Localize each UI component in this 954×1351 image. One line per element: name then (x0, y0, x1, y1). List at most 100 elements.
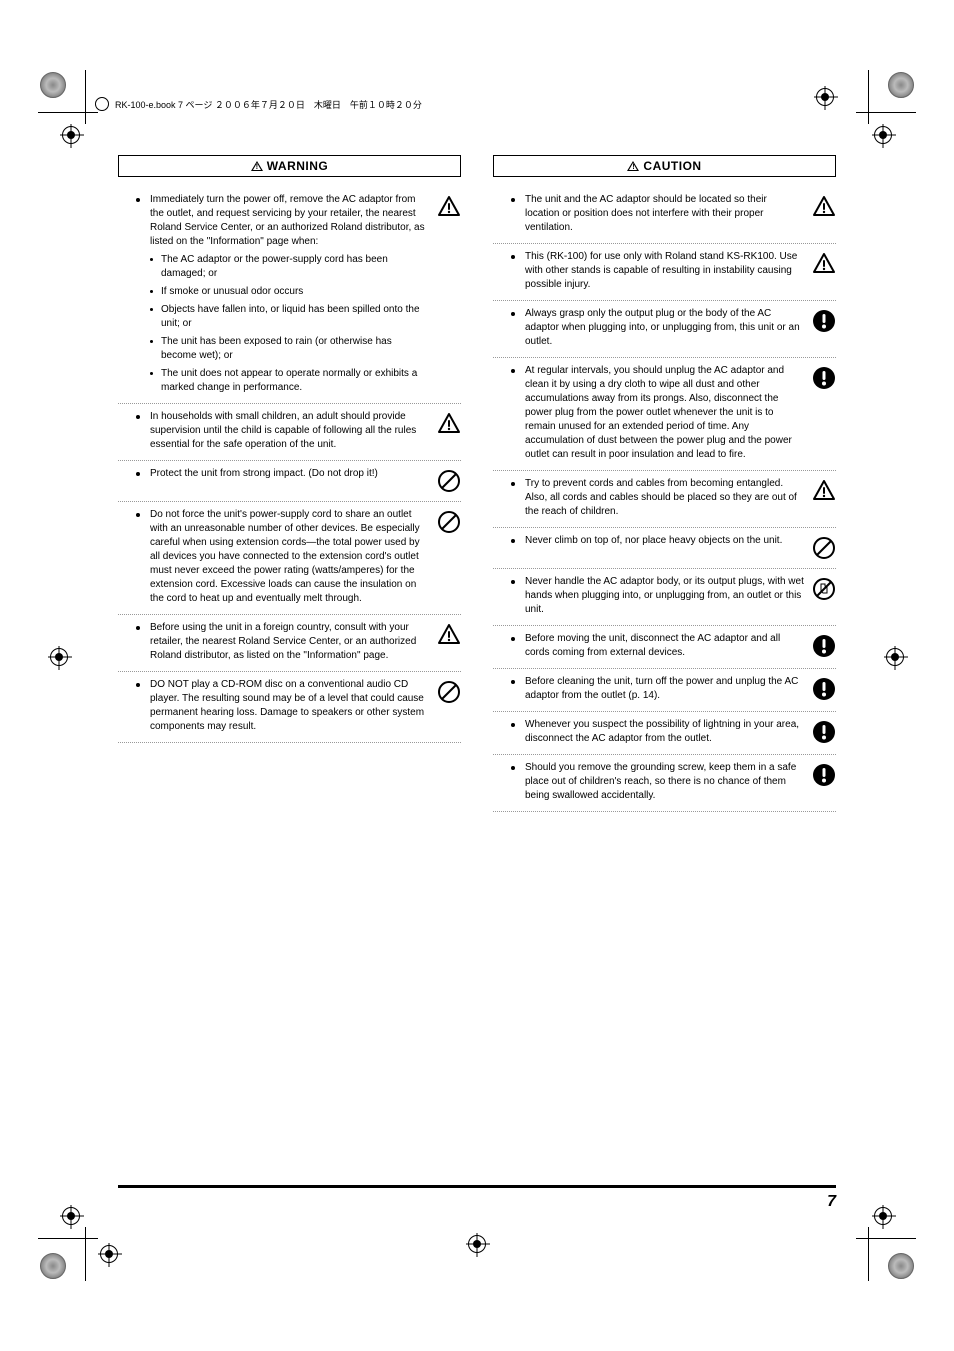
warning-icon (437, 412, 461, 436)
registration-mark-icon (62, 126, 80, 144)
safety-item: Never handle the AC adaptor body, or its… (493, 569, 836, 626)
safety-item: The unit and the AC adaptor should be lo… (493, 187, 836, 244)
sub-item-text: Objects have fallen into, or liquid has … (161, 303, 429, 331)
bullet-icon (136, 198, 140, 202)
crop-line (856, 112, 916, 113)
sub-item-text: If smoke or unusual odor occurs (161, 285, 303, 299)
item-text: Never climb on top of, nor place heavy o… (525, 534, 808, 548)
crop-line (868, 1227, 869, 1281)
warning-icon (812, 479, 836, 503)
bullet-icon (511, 680, 515, 684)
safety-item: Before moving the unit, disconnect the A… (493, 626, 836, 669)
bullet-icon (511, 255, 515, 259)
sub-item-text: The unit does not appear to operate norm… (161, 367, 429, 395)
sub-item: Objects have fallen into, or liquid has … (150, 303, 429, 331)
bullet-icon (511, 369, 515, 373)
prohibit-icon (437, 680, 461, 704)
warning-triangle-icon: ! (251, 161, 263, 171)
item-text: This (RK-100) for use only with Roland s… (525, 250, 808, 292)
crop-corner-icon (888, 1253, 914, 1279)
safety-item: Try to prevent cords and cables from bec… (493, 471, 836, 528)
registration-mark-icon (50, 648, 68, 666)
safety-item: Whenever you suspect the possibility of … (493, 712, 836, 755)
safety-item: At regular intervals, you should unplug … (493, 358, 836, 471)
bullet-icon (511, 482, 515, 486)
item-text: Before using the unit in a foreign count… (150, 621, 433, 663)
safety-item: Always grasp only the output plug or the… (493, 301, 836, 358)
item-text: Whenever you suspect the possibility of … (525, 718, 808, 746)
page-footer-rule (118, 1185, 836, 1188)
item-text: Protect the unit from strong impact. (Do… (150, 467, 433, 481)
sub-bullet-icon (150, 340, 153, 343)
safety-item: Should you remove the grounding screw, k… (493, 755, 836, 812)
registration-mark-icon (816, 88, 834, 106)
item-text: Do not force the unit's power-supply cor… (150, 508, 433, 606)
mandatory-icon (812, 720, 836, 744)
mandatory-icon (812, 763, 836, 787)
registration-mark-icon (100, 1245, 118, 1263)
registration-mark-icon (886, 648, 904, 666)
bullet-icon (511, 637, 515, 641)
warning-icon (437, 623, 461, 647)
registration-mark-icon (468, 1235, 486, 1253)
safety-item: Never climb on top of, nor place heavy o… (493, 528, 836, 569)
item-text: Never handle the AC adaptor body, or its… (525, 575, 808, 617)
item-text: Always grasp only the output plug or the… (525, 307, 808, 349)
safety-item: Immediately turn the power off, remove t… (118, 187, 461, 404)
safety-item: Before using the unit in a foreign count… (118, 615, 461, 672)
registration-mark-icon (874, 126, 892, 144)
bullet-icon (136, 683, 140, 687)
warning-icon (812, 195, 836, 219)
crop-corner-icon (40, 72, 66, 98)
sub-bullet-icon (150, 308, 153, 311)
safety-item: Before cleaning the unit, turn off the p… (493, 669, 836, 712)
sub-item: The unit does not appear to operate norm… (150, 367, 429, 395)
caution-column: ! CAUTION The unit and the AC adaptor sh… (493, 155, 836, 812)
crop-corner-icon (888, 72, 914, 98)
safety-item: Do not force the unit's power-supply cor… (118, 502, 461, 615)
crop-line (868, 70, 869, 124)
bullet-icon (511, 766, 515, 770)
caution-triangle-icon: ! (627, 161, 639, 171)
sub-item-text: The AC adaptor or the power-supply cord … (161, 253, 429, 281)
bullet-icon (511, 723, 515, 727)
sub-bullet-icon (150, 372, 153, 375)
caution-title: CAUTION (643, 159, 701, 173)
bullet-icon (136, 472, 140, 476)
warning-header: ! WARNING (118, 155, 461, 177)
safety-item: Protect the unit from strong impact. (Do… (118, 461, 461, 502)
caution-header: ! CAUTION (493, 155, 836, 177)
bullet-icon (511, 312, 515, 316)
item-text: DO NOT play a CD-ROM disc on a conventio… (150, 678, 433, 734)
item-text: Before cleaning the unit, turn off the p… (525, 675, 808, 703)
document-header: RK-100-e.book 7 ページ ２００６年７月２０日 木曜日 午前１０時… (95, 97, 422, 111)
sub-item: The AC adaptor or the power-supply cord … (150, 253, 429, 281)
prohibit-hand-icon (812, 577, 836, 601)
sub-item: The unit has been exposed to rain (or ot… (150, 335, 429, 363)
sub-bullet-icon (150, 258, 153, 261)
crop-corner-icon (40, 1253, 66, 1279)
item-text: Before moving the unit, disconnect the A… (525, 632, 808, 660)
safety-item: In households with small children, an ad… (118, 404, 461, 461)
book-icon (95, 97, 109, 111)
sub-item: If smoke or unusual odor occurs (150, 285, 429, 299)
bullet-icon (136, 513, 140, 517)
warning-icon (437, 195, 461, 219)
content-area: ! WARNING Immediately turn the power off… (118, 155, 836, 812)
mandatory-icon (812, 634, 836, 658)
registration-mark-icon (62, 1207, 80, 1225)
safety-item: This (RK-100) for use only with Roland s… (493, 244, 836, 301)
warning-title: WARNING (267, 159, 329, 173)
sub-item-text: The unit has been exposed to rain (or ot… (161, 335, 429, 363)
warning-column: ! WARNING Immediately turn the power off… (118, 155, 461, 812)
bullet-icon (136, 415, 140, 419)
mandatory-icon (812, 677, 836, 701)
mandatory-icon (812, 366, 836, 390)
bullet-icon (511, 198, 515, 202)
item-text: Try to prevent cords and cables from bec… (525, 477, 808, 519)
crop-line (38, 112, 98, 113)
item-text: In households with small children, an ad… (150, 410, 433, 452)
crop-line (856, 1238, 916, 1239)
safety-item: DO NOT play a CD-ROM disc on a conventio… (118, 672, 461, 743)
bullet-icon (136, 626, 140, 630)
